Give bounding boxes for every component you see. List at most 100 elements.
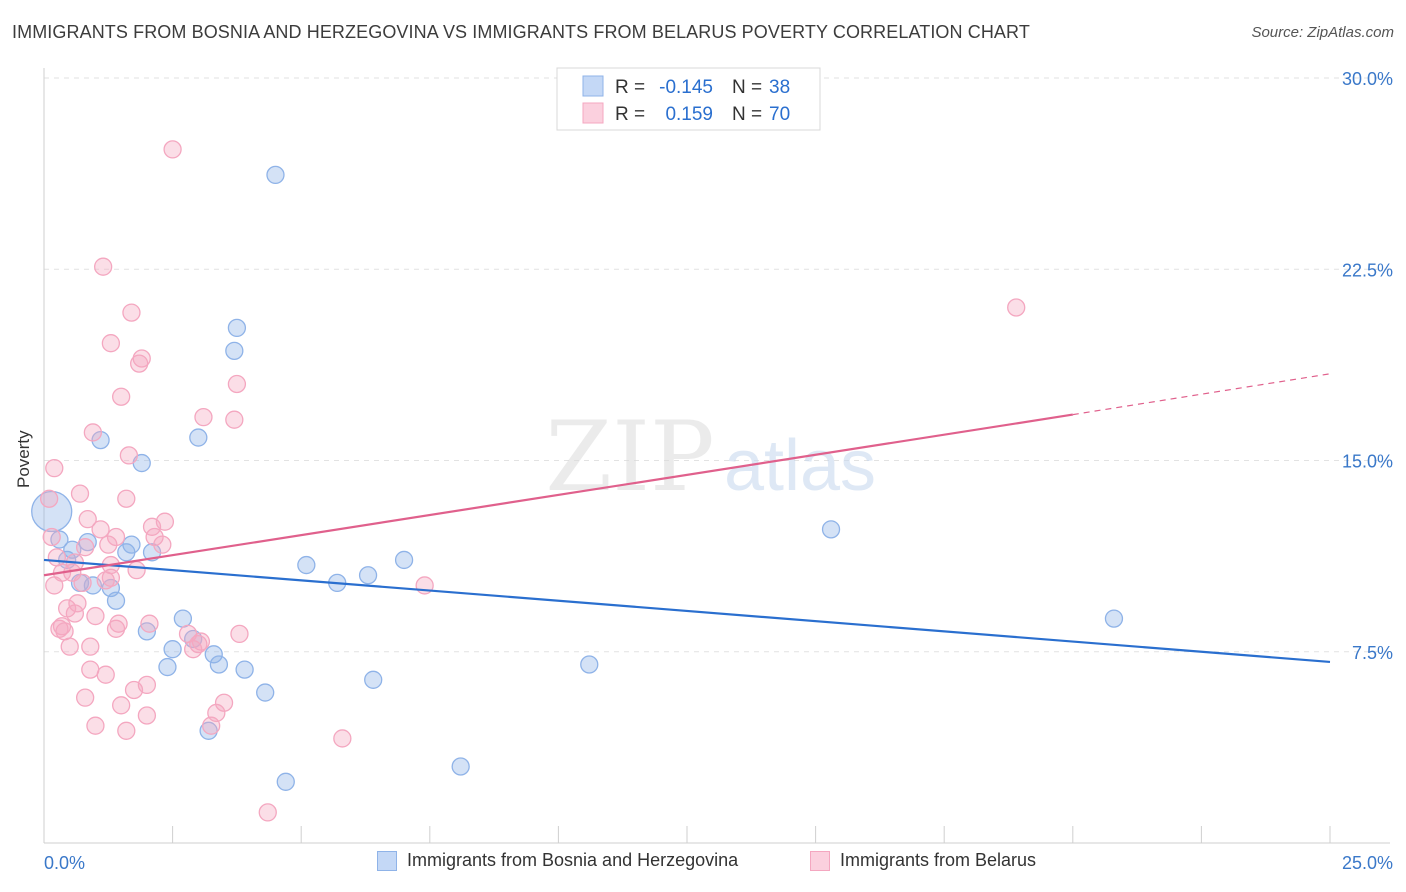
belarus-point-38	[117, 489, 136, 508]
bosnia-point-11	[122, 535, 141, 554]
y-tick-label-2: 22.5%	[1342, 260, 1393, 280]
belarus-point-32	[101, 334, 121, 353]
bosnia-point-26	[256, 683, 275, 702]
belarus-point-41	[122, 303, 141, 322]
bosnia-point-20	[199, 721, 218, 740]
belarus-point-46	[137, 675, 157, 695]
legend-bottom-swatch-bosnia	[377, 850, 397, 871]
belarus-point-25	[91, 520, 110, 539]
belarus-point-68	[1007, 298, 1026, 317]
belarus-point-10	[60, 637, 79, 656]
belarus-point-43	[127, 561, 146, 580]
bosnia-point-28	[276, 772, 295, 791]
belarus-point-29	[101, 568, 121, 587]
belarus-point-16	[73, 573, 92, 593]
trend-lines	[43, 373, 1331, 664]
belarus-point-3	[45, 458, 64, 478]
belarus-point-37	[112, 696, 131, 715]
watermark: ZIP atlas	[545, 401, 876, 513]
bosnia-point-32	[364, 670, 383, 689]
y-tick-label-0: 7.5%	[1352, 643, 1393, 663]
axes	[43, 68, 1390, 844]
legend-r-value-belarus: 0.159	[665, 104, 713, 125]
bosnia-point-36	[821, 520, 841, 539]
belarus-point-65	[258, 803, 277, 822]
legend-top: R = -0.145 N = 38 R = 0.159 N = 70	[556, 67, 821, 131]
belarus-point-62	[225, 410, 244, 429]
belarus-point-0	[39, 489, 59, 508]
legend-n-value-bosnia: 38	[769, 77, 790, 98]
source-label: Source: ZipAtlas.com	[1251, 24, 1394, 41]
belarus-point-22	[83, 423, 103, 442]
bosnia-point-5	[78, 532, 97, 552]
belarus-point-19	[76, 688, 95, 707]
tick-labels: 7.5% 15.0% 22.5% 30.0% 0.0% 25.0%	[44, 69, 1393, 873]
bosnia-point-24	[227, 318, 247, 338]
bosnia-point-34	[451, 757, 470, 776]
legend-swatch-bosnia	[582, 75, 604, 97]
legend-item-bosnia: Immigrants from Bosnia and Herzegovina	[377, 850, 738, 871]
belarus-point-52	[155, 512, 175, 531]
bosnia-point-29	[297, 555, 316, 575]
legend-n-label-bosnia: N =	[732, 77, 762, 98]
belarus-point-21	[81, 637, 100, 656]
bosnia-point-22	[209, 655, 229, 674]
y-tick-label-3: 30.0%	[1342, 69, 1393, 89]
x-tick-label-1: 25.0%	[1342, 853, 1393, 873]
watermark-zip: ZIP	[545, 401, 714, 513]
belarus-point-33	[106, 527, 126, 547]
belarus-point-30	[99, 535, 118, 554]
belarus-point-40	[119, 446, 139, 465]
bosnia-point-25	[235, 660, 254, 679]
bosnia-point-21	[204, 645, 223, 664]
belarus-point-20	[81, 660, 100, 679]
belarus-point-27	[94, 257, 113, 276]
legend-swatch-belarus	[582, 102, 604, 124]
belarus-point-23	[86, 606, 105, 626]
belarus-point-66	[333, 729, 352, 748]
legend-item-belarus: Immigrants from Belarus	[810, 850, 1036, 871]
belarus-point-58	[194, 407, 213, 427]
series-bosnia-points	[31, 165, 1124, 791]
legend-bottom: Immigrants from Bosnia and Herzegovina I…	[0, 850, 1406, 878]
belarus-point-45	[132, 349, 151, 368]
belarus-point-24	[86, 716, 105, 735]
trend-line-belarus-extension	[1072, 373, 1331, 416]
belarus-point-26	[96, 665, 115, 684]
series-belarus-points	[39, 140, 1026, 822]
belarus-point-47	[137, 706, 157, 725]
bosnia-point-16	[163, 640, 182, 659]
belarus-point-64	[230, 624, 249, 644]
belarus-point-15	[70, 484, 90, 503]
x-tick-label-0: 0.0%	[44, 853, 85, 873]
legend-bottom-swatch-belarus	[810, 850, 830, 871]
belarus-point-39	[117, 721, 136, 740]
belarus-point-63	[227, 374, 247, 394]
bosnia-point-17	[173, 609, 193, 628]
legend-r-label-bosnia: R =	[615, 77, 645, 98]
belarus-point-53	[163, 140, 182, 159]
bosnia-point-15	[158, 657, 177, 677]
belarus-point-18	[78, 510, 97, 529]
legend-r-label-belarus: R =	[615, 104, 645, 125]
belarus-point-14	[68, 594, 87, 613]
belarus-point-1	[42, 527, 61, 547]
bosnia-point-27	[266, 165, 285, 185]
bosnia-point-7	[91, 430, 110, 450]
legend-r-value-bosnia: -0.145	[659, 77, 713, 98]
belarus-point-35	[109, 614, 128, 633]
belarus-point-55	[184, 640, 203, 659]
legend-bottom-label-bosnia: Immigrants from Bosnia and Herzegovina	[407, 850, 739, 870]
belarus-point-34	[106, 619, 126, 638]
legend-bottom-label-belarus: Immigrants from Belarus	[840, 850, 1037, 870]
trend-line-belarus	[43, 413, 1073, 577]
grid-lines	[44, 77, 1390, 653]
bosnia-point-14	[142, 543, 162, 562]
belarus-point-4	[47, 548, 67, 567]
belarus-point-44	[130, 354, 149, 373]
belarus-point-50	[145, 527, 164, 547]
belarus-point-51	[153, 535, 172, 554]
bosnia-point-23	[225, 341, 244, 361]
bosnia-point-33	[394, 550, 414, 570]
chart-title: IMMIGRANTS FROM BOSNIA AND HERZEGOVINA V…	[12, 22, 1030, 42]
